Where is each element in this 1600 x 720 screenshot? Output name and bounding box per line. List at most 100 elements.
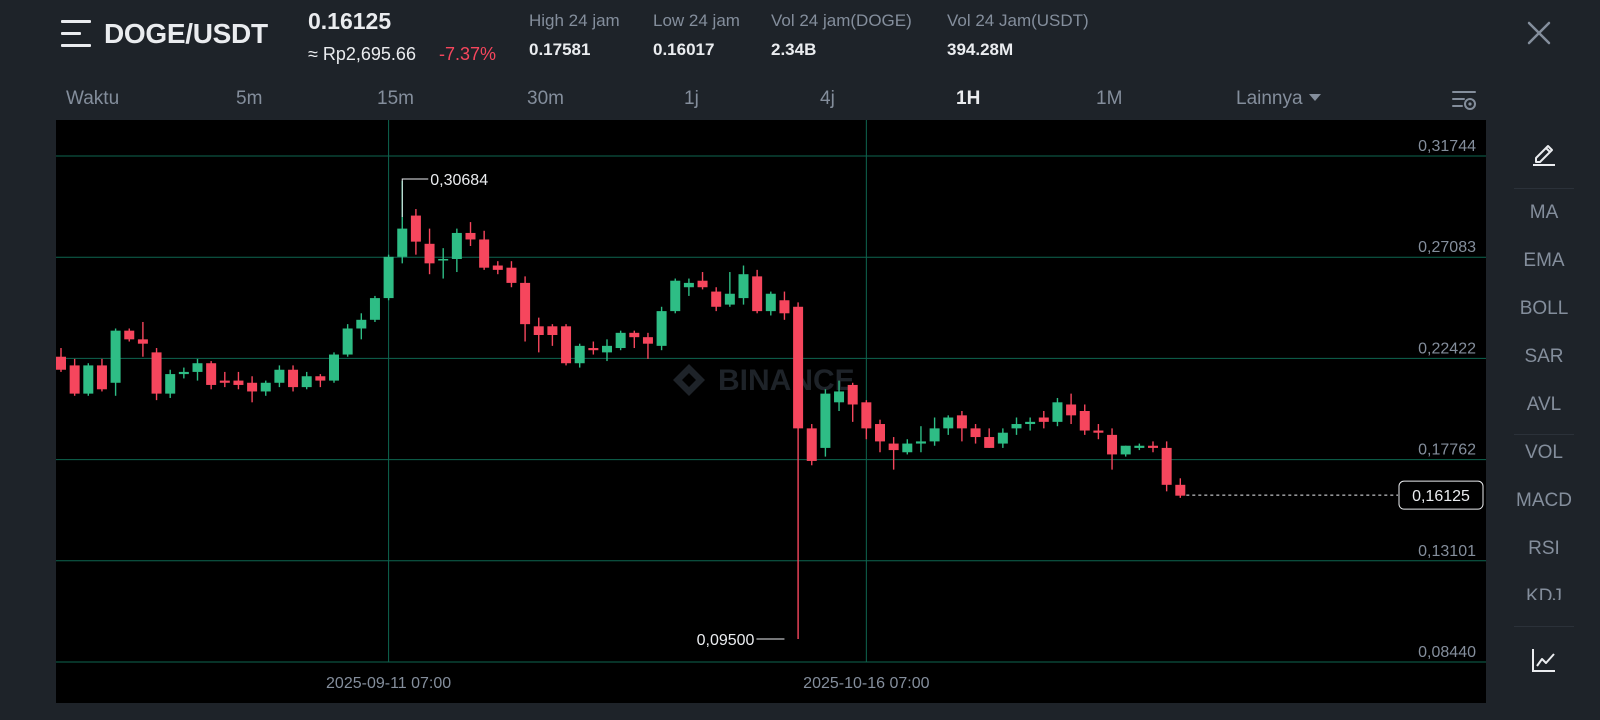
- candle-body: [151, 352, 162, 394]
- stat-vol-doge: Vol 24 jam(DOGE) 2.34B: [771, 11, 912, 60]
- candle-body: [369, 298, 380, 320]
- current-price-box: [1398, 480, 1484, 510]
- candle-body: [629, 332, 640, 338]
- candle-body: [342, 328, 353, 355]
- candle-down: [956, 410, 967, 442]
- candle-body: [902, 443, 913, 453]
- chart-settings-icon[interactable]: [1450, 86, 1478, 114]
- candle-up: [1120, 445, 1131, 457]
- candle-body: [943, 417, 954, 429]
- candle-down: [124, 328, 135, 342]
- candle-body: [1107, 434, 1118, 455]
- candle-down: [465, 222, 476, 246]
- candle-down: [642, 332, 653, 359]
- candle-up: [765, 291, 776, 316]
- chart-canvas: BINANCE 0,30684 0,09500 0,16125 0,31744 0,2…: [56, 120, 1486, 692]
- candle-down: [533, 317, 544, 353]
- pencil-icon[interactable]: [1530, 138, 1558, 166]
- candle-body: [956, 415, 967, 429]
- candle-body: [1025, 421, 1036, 425]
- x-tick-label: 2025-09-11 07:00: [326, 675, 451, 692]
- candle-down: [56, 348, 66, 372]
- candle-body: [233, 380, 244, 385]
- candle-body: [424, 243, 435, 264]
- interval-4j[interactable]: 4j: [820, 88, 835, 109]
- interval-time[interactable]: Waktu: [66, 88, 120, 109]
- candle-body: [83, 365, 94, 394]
- candle-down: [588, 341, 599, 355]
- candle-down: [793, 302, 804, 639]
- candle-down: [752, 269, 763, 314]
- candle-body: [779, 300, 790, 314]
- candle-body: [247, 382, 258, 392]
- pair-title[interactable]: DOGE/USDT: [104, 18, 268, 49]
- y-tick-label: 0,13101: [1418, 543, 1476, 560]
- candle-down: [1148, 441, 1158, 453]
- candle-body: [683, 282, 694, 288]
- candle-down: [96, 358, 107, 392]
- interval-30m[interactable]: 30m: [527, 88, 564, 109]
- candle-body: [642, 337, 653, 344]
- y-tick-label: 0,22422: [1418, 340, 1476, 357]
- candle-up: [929, 417, 940, 446]
- sidebar-item-kdj[interactable]: KDJ: [1526, 586, 1562, 600]
- candle-body: [806, 428, 817, 461]
- interval-1j[interactable]: 1j: [684, 88, 699, 109]
- candle-body: [178, 371, 189, 375]
- candle-body: [984, 437, 995, 448]
- candle-body: [288, 369, 299, 388]
- candle-body: [383, 256, 394, 299]
- candle-body: [875, 424, 885, 442]
- candle-body: [56, 356, 66, 370]
- candle-body: [970, 428, 981, 438]
- interval-more-dropdown[interactable]: Lainnya: [1236, 88, 1321, 110]
- candle-up: [329, 352, 339, 383]
- high-marker-label: 0,30684: [430, 172, 488, 189]
- close-icon[interactable]: [1524, 18, 1554, 48]
- sidebar-item-sar[interactable]: SAR: [1524, 346, 1564, 367]
- hamburger-icon[interactable]: [61, 20, 91, 48]
- candle-up: [574, 343, 585, 368]
- candle-down: [888, 437, 899, 470]
- x-tick-label: 2025-10-16 07:00: [803, 675, 929, 692]
- candle-body: [847, 384, 858, 405]
- fiat-price: ≈ Rp2,695.66: [308, 44, 416, 64]
- interval-15m[interactable]: 15m: [377, 88, 414, 109]
- sidebar-item-macd[interactable]: MACD: [1516, 490, 1572, 511]
- sidebar-item-rsi[interactable]: RSI: [1528, 538, 1560, 559]
- candle-down: [247, 376, 258, 403]
- candle-body: [1161, 447, 1172, 485]
- stat-low-24h: Low 24 jam 0.16017: [653, 11, 740, 60]
- candle-down: [315, 374, 326, 388]
- candle-body: [479, 239, 490, 268]
- candle-up: [915, 426, 926, 453]
- candle-body: [724, 293, 735, 305]
- candle-down: [288, 365, 299, 392]
- candle-down: [1107, 428, 1118, 470]
- candle-body: [574, 345, 585, 364]
- candle-body: [697, 280, 708, 288]
- interval-1m[interactable]: 1M: [1096, 88, 1123, 109]
- candle-body: [506, 267, 517, 283]
- candlestick-chart[interactable]: BINANCE 0,30684 0,09500 0,16125 0,31744 0,2…: [56, 120, 1486, 703]
- candle-up: [615, 330, 626, 351]
- stat-value: 394.28M: [947, 40, 1014, 59]
- candle-up: [165, 369, 176, 398]
- candle-body: [602, 345, 612, 353]
- sidebar-item-ema[interactable]: EMA: [1523, 250, 1565, 271]
- sidebar-item-vol[interactable]: VOL: [1524, 442, 1564, 463]
- candle-up: [83, 363, 94, 396]
- stat-label: Vol 24 Jam(USDT): [947, 11, 1089, 30]
- candle-down: [1038, 410, 1049, 429]
- interval-1h[interactable]: 1H: [956, 88, 981, 109]
- line-chart-icon[interactable]: [1530, 646, 1558, 674]
- candle-down: [233, 371, 244, 390]
- sidebar-item-boll[interactable]: BOLL: [1519, 298, 1569, 319]
- interval-bar: Waktu 5m 15m 30m 1j 4j 1H 1M Lainnya: [0, 84, 1600, 114]
- sidebar-item-ma[interactable]: MA: [1529, 202, 1559, 223]
- candle-down: [847, 382, 858, 422]
- sidebar-item-avl[interactable]: AVL: [1526, 394, 1562, 415]
- interval-5m[interactable]: 5m: [236, 88, 263, 109]
- candle-up: [943, 415, 954, 435]
- candle-down: [137, 321, 148, 357]
